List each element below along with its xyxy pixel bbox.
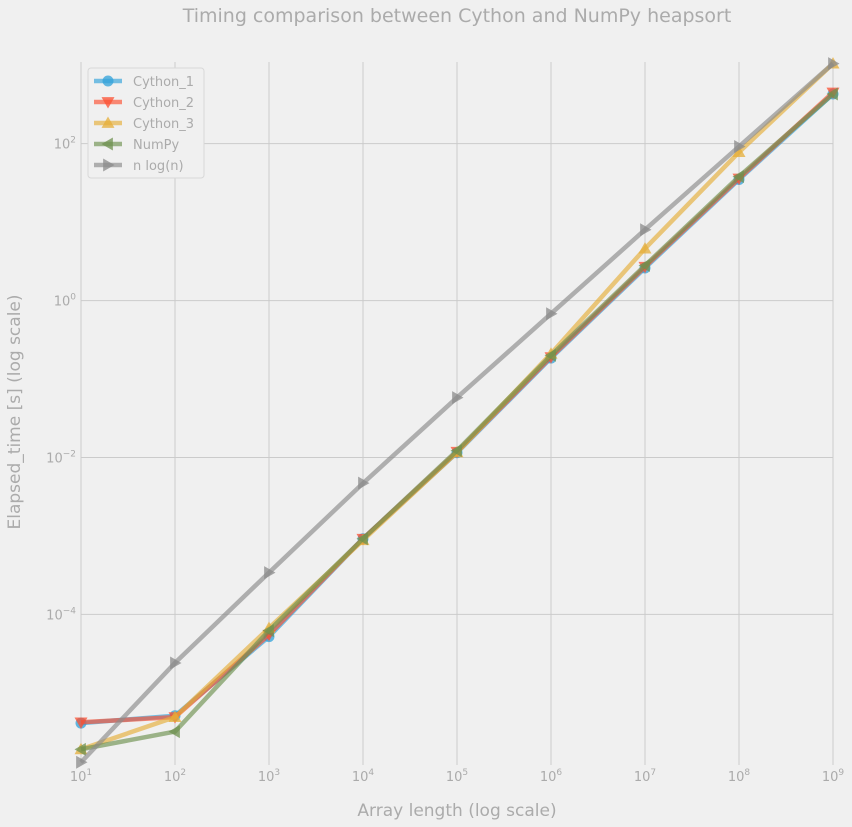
data-point (544, 348, 556, 362)
series-group (74, 57, 840, 769)
legend-swatch-marker (101, 97, 115, 109)
data-point (732, 170, 744, 184)
data-point (828, 57, 840, 71)
legend-swatch-marker (102, 75, 114, 87)
data-point (358, 476, 370, 490)
legend-item: Cython_3 (94, 116, 194, 132)
x-tick-label: 104 (352, 768, 375, 785)
x-tick-label: 102 (164, 768, 186, 785)
legend-label: Cython_2 (133, 96, 194, 111)
data-point (732, 145, 746, 158)
data-point (640, 223, 652, 237)
legend-item: NumPy (94, 137, 179, 153)
y-tick-label: 102 (54, 136, 76, 153)
data-point (168, 710, 182, 722)
legend-label: NumPy (133, 138, 179, 153)
legend-swatch-marker (101, 116, 115, 128)
legend-swatch-marker (103, 158, 115, 172)
data-point (264, 566, 276, 580)
legend-swatch-marker (101, 137, 113, 151)
x-axis-label: Array length (log scale) (357, 801, 556, 821)
x-tick-label: 109 (822, 768, 845, 785)
y-axis-label: Elapsed_time [s] (log scale) (5, 294, 25, 529)
series-numpy (74, 87, 838, 756)
x-tick-label: 107 (634, 768, 656, 785)
tick-labels: 101 102 103 104 105 106 107 108 109 10−4 10−2 100 10… (46, 136, 844, 785)
data-point (450, 444, 462, 458)
legend-item: Cython_2 (94, 96, 194, 111)
x-tick-label: 105 (446, 768, 468, 785)
data-point (74, 742, 86, 756)
legend-item: Cython_1 (94, 75, 194, 90)
data-point (638, 258, 650, 272)
data-point (74, 717, 88, 729)
data-point (356, 532, 368, 546)
y-tick-label: 10−2 (46, 449, 76, 466)
x-tick-label: 108 (728, 768, 751, 785)
data-point (76, 755, 88, 769)
x-tick-label: 106 (540, 768, 563, 785)
data-point (452, 391, 464, 405)
y-tick-label: 100 (54, 293, 77, 310)
legend-label: n log(n) (133, 159, 184, 174)
data-point (546, 307, 558, 321)
legend-label: Cython_3 (133, 117, 194, 132)
y-tick-label: 10−4 (46, 606, 76, 623)
data-point (168, 725, 180, 739)
legend-box (87, 67, 205, 179)
chart-title: Timing comparison between Cython and Num… (182, 5, 732, 27)
x-tick-label: 101 (70, 768, 92, 785)
legend-item: n log(n) (94, 158, 184, 174)
data-point (262, 624, 274, 638)
x-tick-label: 103 (258, 768, 280, 785)
data-point (734, 140, 746, 154)
legend-label: Cython_1 (133, 75, 194, 90)
data-point (638, 242, 652, 254)
data-point (170, 656, 182, 670)
data-point (826, 87, 838, 101)
legend: Cython_1 Cython_2 Cython_3 NumPy n log(n) (87, 67, 205, 179)
series-n-log-n- (76, 57, 840, 769)
